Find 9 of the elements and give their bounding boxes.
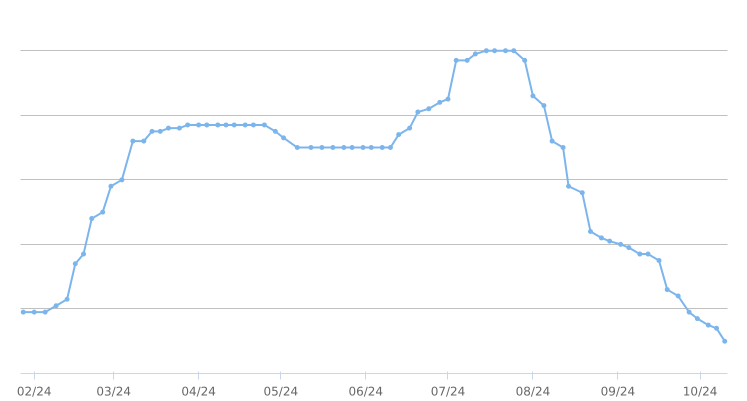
x-tick-label: 04/24	[181, 384, 216, 398]
x-tick-label: 07/24	[430, 384, 466, 398]
x-tick-label: 05/24	[264, 384, 298, 398]
x-tick-label: 09/24	[600, 384, 636, 398]
x-tick-label: 02/24	[16, 384, 52, 398]
x-tick-label: 10/24	[682, 384, 718, 398]
x-tick-label: 08/24	[516, 384, 550, 398]
x-tick-label: 06/24	[348, 384, 384, 398]
x-tick-label: 03/24	[96, 384, 131, 398]
